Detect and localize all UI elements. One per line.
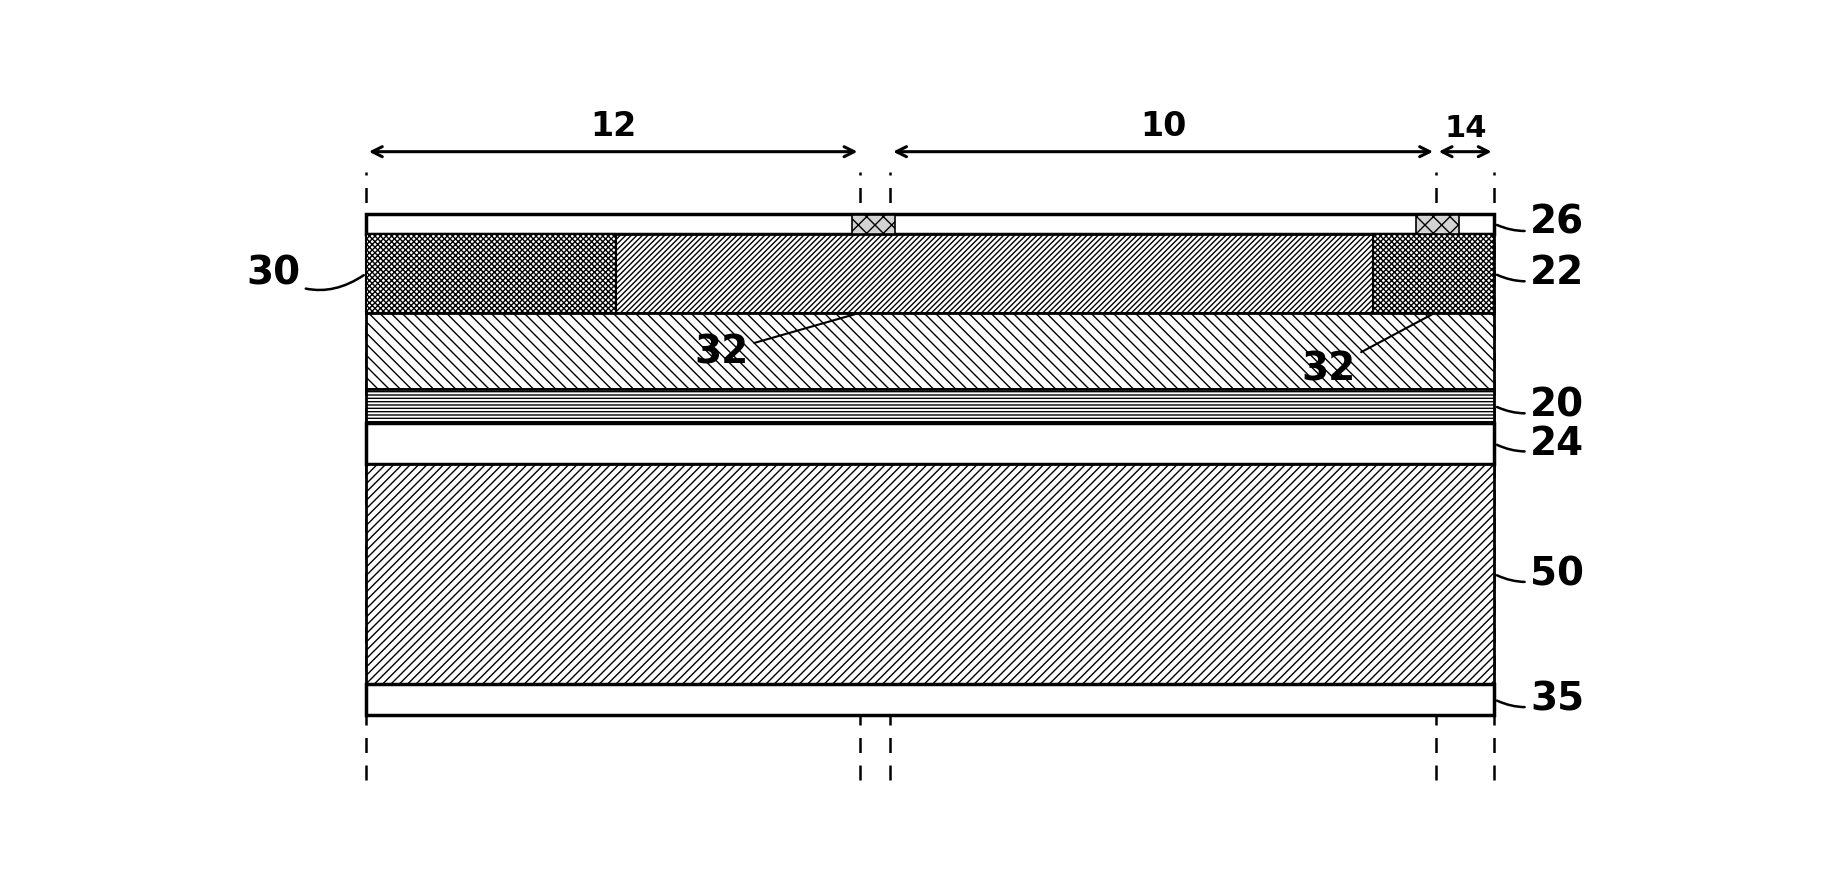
Bar: [367, 464, 1495, 684]
Bar: [367, 313, 1495, 389]
Bar: [367, 234, 616, 313]
Bar: [1415, 215, 1460, 234]
Bar: [367, 234, 1495, 313]
Bar: [851, 215, 894, 234]
Text: 20: 20: [1497, 386, 1585, 424]
Text: 26: 26: [1497, 203, 1585, 242]
Text: 10: 10: [1139, 111, 1187, 144]
Bar: [367, 684, 1495, 714]
Bar: [1373, 234, 1495, 313]
Text: 32: 32: [695, 314, 857, 371]
Bar: [367, 423, 1495, 464]
Bar: [367, 213, 1495, 234]
Text: 12: 12: [590, 111, 636, 144]
Text: 30: 30: [247, 255, 363, 293]
Text: 35: 35: [1497, 680, 1585, 718]
Text: 14: 14: [1445, 114, 1487, 144]
Text: 32: 32: [1301, 314, 1432, 388]
Text: 22: 22: [1497, 254, 1585, 293]
Text: 24: 24: [1497, 425, 1585, 463]
Text: 50: 50: [1497, 555, 1585, 593]
Bar: [367, 389, 1495, 423]
